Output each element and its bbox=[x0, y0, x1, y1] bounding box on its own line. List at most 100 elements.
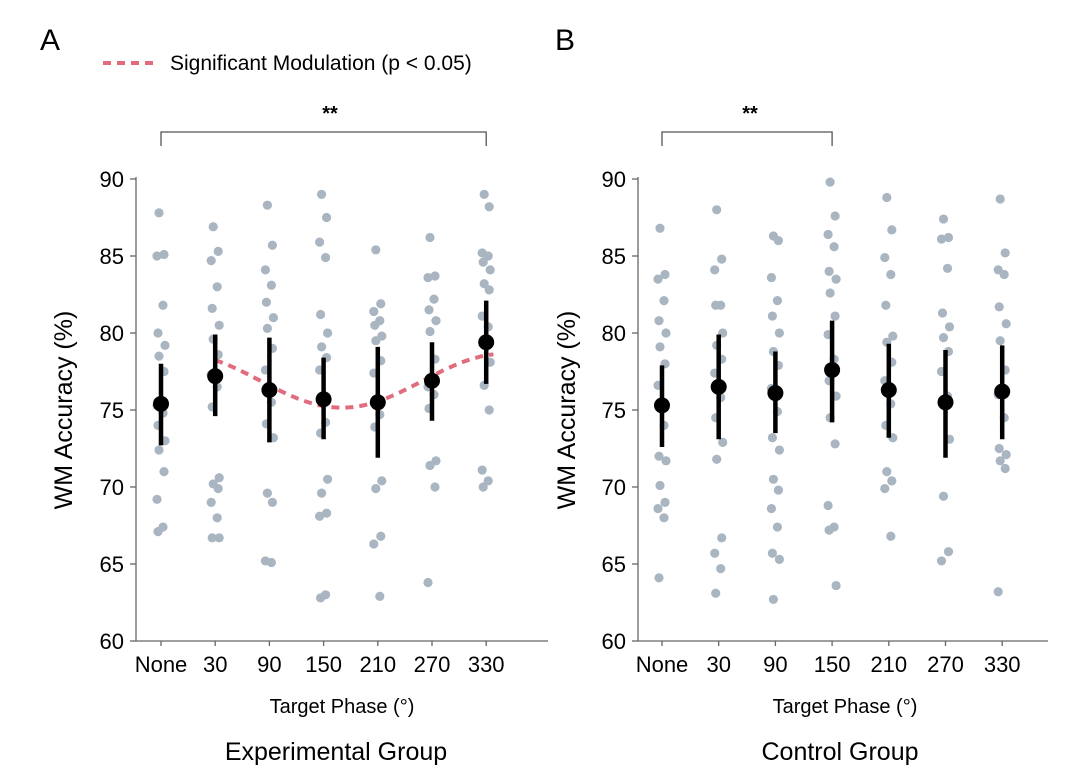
panel-control: B WM Accuracy (%) Target Phase (°) Contr… bbox=[553, 24, 1048, 766]
participant-point bbox=[212, 282, 222, 292]
x-tick-label: 270 bbox=[927, 652, 964, 677]
participant-point bbox=[1000, 463, 1010, 474]
participant-point bbox=[425, 326, 435, 337]
participant-point bbox=[717, 254, 727, 264]
y-tick-label: 80 bbox=[100, 321, 124, 346]
mean-marker bbox=[880, 381, 897, 398]
participant-point bbox=[995, 456, 1005, 466]
participant-point bbox=[160, 340, 170, 350]
participant-point bbox=[772, 522, 783, 532]
participant-point bbox=[654, 316, 664, 326]
participant-point bbox=[831, 580, 841, 591]
x-tick-label: 90 bbox=[763, 652, 787, 677]
participant-point bbox=[936, 234, 947, 244]
participant-point bbox=[425, 460, 435, 471]
legend: Significant Modulation (p < 0.05) bbox=[103, 52, 472, 75]
participant-point bbox=[766, 272, 777, 283]
participant-point bbox=[774, 445, 785, 455]
participant-point bbox=[207, 303, 217, 313]
participant-point bbox=[207, 533, 217, 543]
y-tick-label: 85 bbox=[100, 244, 124, 269]
participant-point bbox=[712, 454, 722, 464]
participant-point bbox=[483, 251, 493, 261]
participant-point bbox=[152, 494, 162, 504]
participant-point bbox=[158, 300, 168, 310]
participant-point bbox=[430, 482, 440, 492]
participant-point bbox=[936, 556, 947, 566]
participant-point bbox=[886, 269, 896, 280]
participant-point bbox=[938, 491, 949, 501]
participant-point bbox=[995, 194, 1005, 204]
y-tick-label: 75 bbox=[602, 398, 626, 423]
participant-point bbox=[825, 288, 835, 298]
participant-point bbox=[478, 257, 488, 267]
x-axis-title-a: Target Phase (°) bbox=[270, 696, 415, 718]
participant-point bbox=[825, 177, 835, 187]
participant-point bbox=[767, 311, 778, 321]
participant-point bbox=[369, 306, 379, 317]
participant-point bbox=[882, 467, 892, 477]
participant-point bbox=[477, 465, 487, 475]
x-tick-label: 330 bbox=[468, 652, 505, 677]
participant-point bbox=[315, 511, 325, 521]
panel-experimental: A WM Accuracy (%) Target Phase (°) Exper… bbox=[40, 24, 548, 766]
participant-point bbox=[260, 265, 270, 275]
participant-point bbox=[371, 483, 381, 494]
participant-point bbox=[943, 547, 954, 557]
participant-point bbox=[773, 236, 784, 246]
mean-marker bbox=[478, 334, 495, 351]
y-tick-label: 75 bbox=[100, 398, 124, 423]
participant-point bbox=[710, 265, 720, 275]
mean-marker bbox=[261, 381, 278, 398]
significance-bracket bbox=[661, 131, 833, 146]
participant-point bbox=[206, 256, 216, 266]
mean-marker bbox=[937, 394, 954, 411]
modulation-fit-line bbox=[214, 352, 494, 410]
participant-point bbox=[938, 214, 949, 224]
participant-point bbox=[994, 443, 1004, 454]
mean-marker bbox=[369, 394, 386, 411]
participant-point bbox=[653, 274, 663, 284]
participant-point bbox=[766, 503, 777, 514]
participant-point bbox=[430, 271, 440, 281]
participant-point bbox=[995, 336, 1005, 346]
participant-point bbox=[767, 548, 778, 558]
participant-point bbox=[824, 266, 834, 276]
participant-point bbox=[1001, 450, 1011, 460]
y-tick-label: 60 bbox=[602, 629, 626, 654]
y-tick-label: 85 bbox=[602, 244, 626, 269]
participant-point bbox=[823, 229, 833, 240]
participant-point bbox=[423, 577, 433, 588]
participant-point bbox=[267, 497, 277, 507]
participant-point bbox=[152, 251, 162, 261]
participant-point bbox=[484, 285, 494, 295]
participant-point bbox=[206, 497, 216, 507]
participant-point bbox=[1001, 319, 1011, 329]
x-axis-title-b: Target Phase (°) bbox=[773, 696, 918, 718]
participant-point bbox=[483, 476, 493, 486]
participant-point bbox=[159, 249, 169, 260]
participant-point bbox=[772, 296, 783, 306]
participant-point bbox=[315, 237, 325, 247]
participant-point bbox=[718, 437, 728, 447]
participant-point bbox=[485, 265, 495, 275]
mean-marker bbox=[710, 378, 727, 395]
participant-point bbox=[369, 539, 379, 549]
participant-point bbox=[213, 483, 223, 494]
participant-point bbox=[653, 503, 663, 514]
participant-point bbox=[881, 300, 891, 310]
participant-point bbox=[262, 488, 272, 498]
y-tick-label: 90 bbox=[100, 167, 124, 192]
participant-point bbox=[882, 192, 892, 203]
participant-point bbox=[716, 564, 726, 574]
participant-point bbox=[159, 467, 169, 477]
participant-point bbox=[153, 527, 163, 537]
participant-point bbox=[267, 240, 277, 250]
participant-point bbox=[425, 232, 435, 243]
participant-point bbox=[767, 433, 778, 443]
participant-point bbox=[377, 476, 387, 486]
participant-point bbox=[484, 405, 494, 415]
participant-point bbox=[317, 342, 327, 352]
legend-label: Significant Modulation (p < 0.05) bbox=[170, 52, 472, 75]
